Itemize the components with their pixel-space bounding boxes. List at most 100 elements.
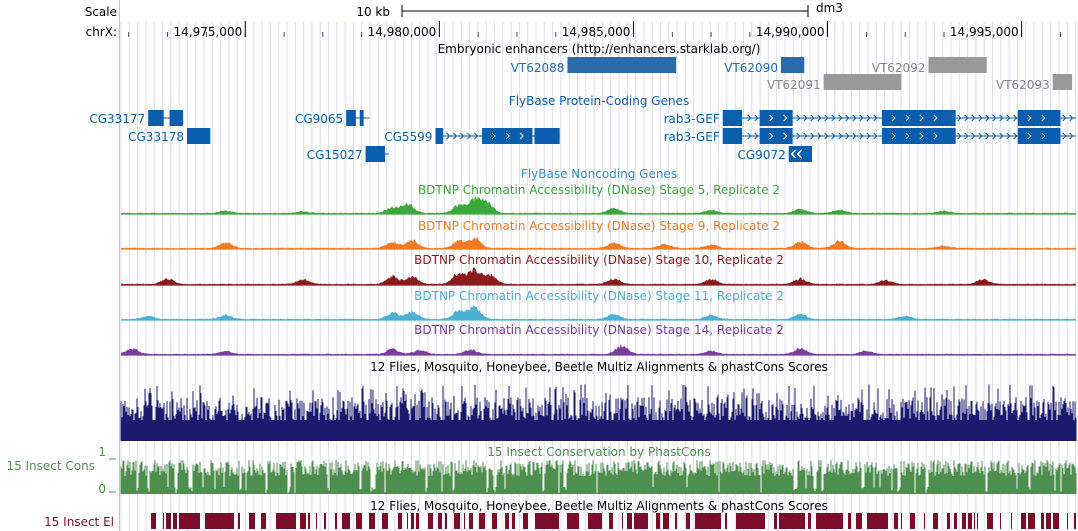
conserved-element[interactable] xyxy=(166,513,171,529)
enhancers-track-title[interactable]: Embryonic enhancers (http://enhancers.st… xyxy=(438,42,761,56)
conserved-element[interactable] xyxy=(308,513,310,529)
conserved-element[interactable] xyxy=(1000,513,1001,529)
gene-exon-rab3-GEF[interactable] xyxy=(759,128,793,144)
gene-exon-CG5599[interactable] xyxy=(435,128,444,144)
dnase-signal[interactable] xyxy=(121,304,1076,320)
conserved-element[interactable] xyxy=(173,513,177,529)
conserved-element[interactable] xyxy=(567,513,579,529)
gene-label-rab3-GEF[interactable]: rab3-GEF xyxy=(664,130,720,144)
conserved-element[interactable] xyxy=(588,513,602,529)
enhancer-label-VT62092[interactable]: VT62092 xyxy=(872,61,926,75)
conserved-element[interactable] xyxy=(1046,513,1051,529)
dnase-track-title[interactable]: BDTNP Chromatin Accessibility (DNase) St… xyxy=(414,323,784,337)
enhancer-VT62091[interactable] xyxy=(823,74,902,90)
dnase-signal[interactable] xyxy=(121,267,1076,285)
conserved-element[interactable] xyxy=(411,513,414,529)
gene-label-CG9065[interactable]: CG9065 xyxy=(295,112,343,126)
dnase-track-title[interactable]: BDTNP Chromatin Accessibility (DNase) St… xyxy=(418,183,780,197)
conserved-element[interactable] xyxy=(1028,513,1035,529)
phastcons-track-title[interactable]: 15 Insect Conservation by PhastCons xyxy=(487,445,710,459)
conserved-element[interactable] xyxy=(977,513,978,529)
gene-exon-rab3-GEF[interactable] xyxy=(1017,110,1061,126)
dnase-track-title[interactable]: BDTNP Chromatin Accessibility (DNase) St… xyxy=(414,289,784,303)
conserved-element[interactable] xyxy=(627,513,632,529)
gene-label-CG33177[interactable]: CG33177 xyxy=(89,112,145,126)
elements-track-title[interactable]: 12 Flies, Mosquito, Honeybee, Beetle Mul… xyxy=(370,499,828,513)
gene-exon-CG33177[interactable] xyxy=(148,110,164,126)
conserved-element[interactable] xyxy=(428,513,433,529)
conserved-element[interactable] xyxy=(968,513,972,529)
conserved-element[interactable] xyxy=(609,513,613,529)
dnase-signal[interactable] xyxy=(121,237,1076,249)
conserved-element[interactable] xyxy=(622,513,623,529)
enhancer-label-VT62091[interactable]: VT62091 xyxy=(767,78,821,92)
conserved-element[interactable] xyxy=(438,513,442,529)
gene-exon-CG33178[interactable] xyxy=(186,128,211,144)
conserved-element[interactable] xyxy=(342,513,350,529)
gene-label-CG5599[interactable]: CG5599 xyxy=(384,130,432,144)
phastcons-side-label[interactable]: 15 Insect Cons xyxy=(6,459,95,473)
conserved-element[interactable] xyxy=(910,513,915,529)
conserved-element[interactable] xyxy=(987,513,993,529)
conserved-element[interactable] xyxy=(867,513,888,529)
gene-exon-CG33177[interactable] xyxy=(169,110,184,126)
conserved-element[interactable] xyxy=(856,513,862,529)
conserved-element[interactable] xyxy=(249,513,255,529)
gene-label-CG9072[interactable]: CG9072 xyxy=(738,148,786,162)
gene-exon-rab3-GEF[interactable] xyxy=(759,110,793,126)
conserved-element[interactable] xyxy=(523,513,528,529)
dnase-track-title[interactable]: BDTNP Chromatin Accessibility (DNase) St… xyxy=(414,253,784,267)
dnase-track-title[interactable]: BDTNP Chromatin Accessibility (DNase) St… xyxy=(418,219,780,233)
conserved-element[interactable] xyxy=(1053,513,1059,529)
gene-exon-CG15027[interactable] xyxy=(365,146,385,162)
conserved-element[interactable] xyxy=(695,513,721,529)
conserved-element[interactable] xyxy=(954,513,957,529)
gene-exon-rab3-GEF[interactable] xyxy=(722,128,743,144)
conserved-element[interactable] xyxy=(1021,513,1026,529)
gene-label-rab3-GEF[interactable]: rab3-GEF xyxy=(664,112,720,126)
dnase-tracks[interactable]: BDTNP Chromatin Accessibility (DNase) St… xyxy=(121,183,1076,356)
conserved-element[interactable] xyxy=(924,513,925,529)
conserved-element[interactable] xyxy=(454,513,460,529)
enhancers-track[interactable]: VT62088 VT62090 VT62091 VT62092 VT62093 xyxy=(511,57,1073,92)
gene-exon-rab3-GEF[interactable] xyxy=(881,128,956,144)
conserved-element[interactable] xyxy=(974,513,975,529)
conserved-element[interactable] xyxy=(205,513,234,529)
conserved-element[interactable] xyxy=(261,513,266,529)
gene-exon-rab3-GEF[interactable] xyxy=(722,110,743,126)
conserved-element[interactable] xyxy=(300,513,306,529)
conserved-element[interactable] xyxy=(947,513,950,529)
conserved-element[interactable] xyxy=(656,513,660,529)
conserved-element[interactable] xyxy=(179,513,200,529)
conserved-element[interactable] xyxy=(416,513,419,529)
conserved-element[interactable] xyxy=(369,513,375,529)
conserved-element[interactable] xyxy=(933,513,938,529)
conserved-element[interactable] xyxy=(816,513,843,529)
conserved-element[interactable] xyxy=(1074,513,1076,529)
enhancer-VT62093[interactable] xyxy=(1052,74,1073,90)
conserved-element[interactable] xyxy=(675,513,677,529)
conserved-element[interactable] xyxy=(238,513,240,529)
gene-exon-CG5599[interactable] xyxy=(534,128,560,144)
conserved-element[interactable] xyxy=(663,513,669,529)
conserved-element[interactable] xyxy=(779,513,805,529)
gene-exon-rab3-GEF[interactable] xyxy=(1017,128,1061,144)
protein-coding-genes-track-title[interactable]: FlyBase Protein-Coding Genes xyxy=(509,94,689,108)
phastcons-track[interactable] xyxy=(120,460,1077,494)
gene-exon-rab3-GEF[interactable] xyxy=(881,110,956,126)
conserved-element[interactable] xyxy=(848,513,851,529)
conserved-element[interactable] xyxy=(505,513,509,529)
conserved-element[interactable] xyxy=(407,513,408,529)
conserved-element[interactable] xyxy=(335,513,337,529)
conserved-element[interactable] xyxy=(962,513,966,529)
conserved-element[interactable] xyxy=(535,513,559,529)
conserved-element[interactable] xyxy=(736,513,765,529)
enhancer-label-VT62090[interactable]: VT62090 xyxy=(724,61,778,75)
conserved-element[interactable] xyxy=(512,513,515,529)
gene-exon-CG5599[interactable] xyxy=(482,128,533,144)
conserved-element[interactable] xyxy=(1041,513,1044,529)
conserved-element[interactable] xyxy=(686,513,690,529)
enhancer-VT62090[interactable] xyxy=(780,57,805,73)
